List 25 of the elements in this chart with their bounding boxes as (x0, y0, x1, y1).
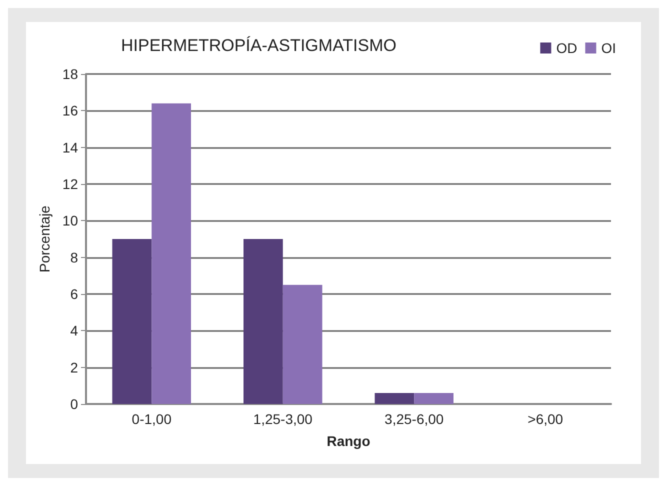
y-tick-label: 4 (70, 322, 78, 339)
y-tick-label: 2 (70, 359, 78, 376)
bar (414, 393, 454, 404)
y-tick-label: 6 (70, 286, 78, 302)
y-axis-title: Porcentaje (36, 205, 53, 272)
bar (244, 239, 283, 404)
bar (112, 239, 152, 404)
y-tick-label: 0 (70, 396, 78, 412)
y-tick-label: 8 (70, 249, 78, 266)
legend-label: OI (601, 40, 616, 56)
y-tick-label: 14 (62, 139, 78, 156)
chart-title: HIPERMETROPÍA-ASTIGMATISMO (121, 36, 396, 55)
bar (282, 284, 322, 404)
x-tick-label: 3,25-6,00 (384, 411, 444, 427)
x-axis-title: Rango (326, 433, 370, 449)
bar (374, 393, 414, 404)
y-tick-label: 16 (62, 102, 78, 119)
bar (152, 103, 191, 404)
y-tick-label: 18 (62, 66, 78, 82)
x-tick-label: 0-1,00 (132, 411, 172, 427)
x-tick-label: 1,25-3,00 (253, 411, 313, 427)
legend-label: OD (556, 40, 578, 56)
x-tick-label: >6,00 (528, 411, 564, 427)
y-tick-label: 10 (62, 212, 78, 229)
y-tick-label: 12 (62, 176, 78, 192)
